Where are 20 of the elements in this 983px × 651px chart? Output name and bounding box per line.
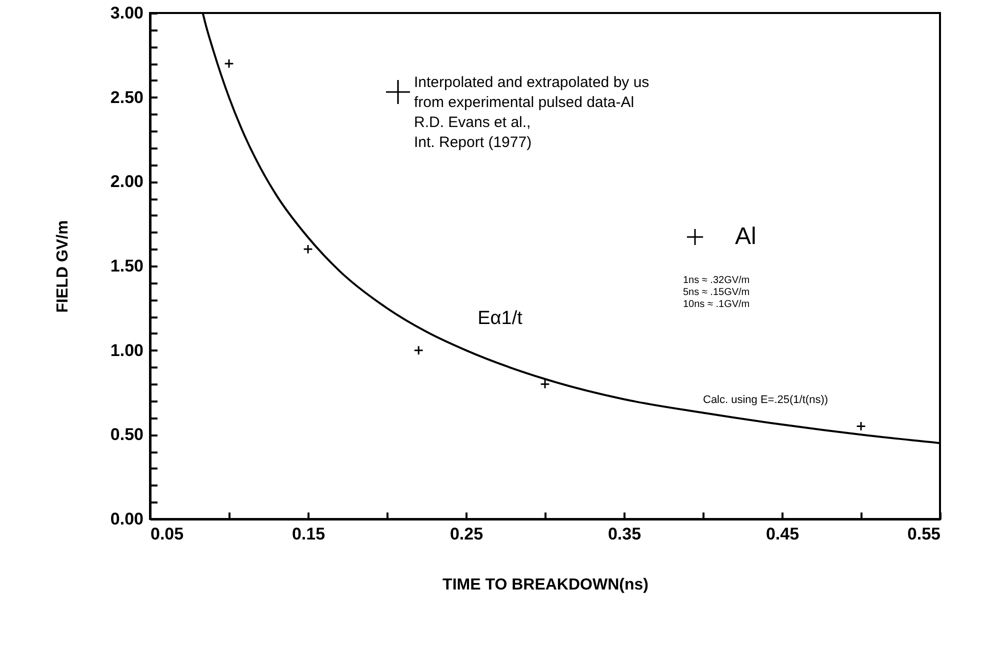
y-tick-label: 3.00 bbox=[110, 4, 144, 22]
annotation: 1ns ≈ .32GV/m 5ns ≈ .15GV/m 10ns ≈ .1GV/m bbox=[683, 275, 750, 310]
y-axis-title: FIELD GV/m bbox=[54, 220, 72, 313]
x-tick-label: 0.15 bbox=[292, 524, 326, 544]
y-tick-label: 0.50 bbox=[110, 425, 144, 444]
y-tick-label: 1.00 bbox=[110, 340, 144, 360]
annotation: Eα1/t bbox=[478, 308, 524, 329]
x-tick-label: 0.35 bbox=[608, 524, 642, 544]
x-tick-label: 0.25 bbox=[450, 524, 484, 544]
x-tick-label: 0.45 bbox=[766, 524, 800, 544]
x-tick-label: 0.05 bbox=[150, 524, 184, 544]
annotation: Interpolated and extrapolated by us from experimental pulsed data-Al R.D. Evans et al., Int. Report (1977) bbox=[414, 74, 650, 151]
y-tick-label: 2.00 bbox=[110, 172, 144, 192]
y-tick-label: 0.00 bbox=[110, 510, 144, 528]
legend-label: Al bbox=[735, 223, 756, 250]
y-tick-label: 1.50 bbox=[110, 256, 144, 276]
annotation: Calc. using E=.25(1/t(ns)) bbox=[703, 394, 828, 406]
x-axis-title: TIME TO BREAKDOWN(ns) bbox=[442, 576, 648, 594]
y-tick-label: 2.50 bbox=[110, 88, 144, 107]
x-tick-label: 0.55 bbox=[907, 524, 940, 544]
